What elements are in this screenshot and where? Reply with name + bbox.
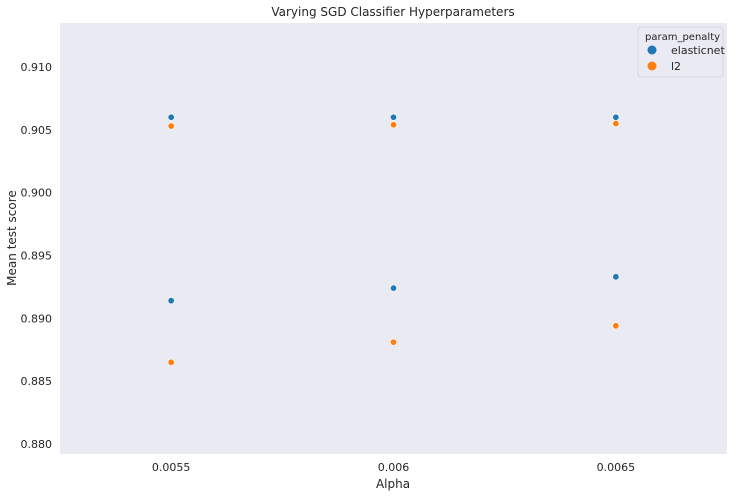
point-elasticnet — [389, 284, 397, 292]
point-l2 — [167, 122, 175, 130]
scatter-points — [167, 113, 620, 366]
legend-marker-l2 — [647, 61, 657, 71]
x-tick-label: 0.006 — [378, 461, 410, 474]
legend-label-l2: l2 — [671, 60, 681, 73]
x-tick-label: 0.0065 — [597, 461, 636, 474]
legend-title: param_penalty — [645, 32, 720, 43]
point-elasticnet — [389, 113, 397, 121]
point-elasticnet — [167, 113, 175, 121]
y-axis-label: Mean test score — [5, 190, 19, 286]
y-tick-label: 0.885 — [21, 375, 53, 388]
point-l2 — [612, 120, 620, 128]
x-tick-label: 0.0055 — [152, 461, 191, 474]
plot-area — [60, 23, 727, 454]
x-axis-label: Alpha — [376, 477, 410, 491]
point-l2 — [167, 358, 175, 366]
point-l2 — [612, 322, 620, 330]
y-axis-ticks: 0.880 0.885 0.890 0.895 0.900 0.905 0.910 — [21, 61, 53, 451]
x-axis-ticks: 0.0055 0.006 0.0065 — [152, 461, 635, 474]
point-l2 — [389, 121, 397, 129]
legend-box — [637, 26, 724, 78]
y-tick-label: 0.880 — [21, 438, 53, 451]
legend: param_penalty elasticnet l2 — [637, 26, 725, 78]
y-tick-label: 0.890 — [21, 312, 53, 325]
y-tick-label: 0.900 — [21, 187, 53, 200]
chart-title: Varying SGD Classifier Hyperparameters — [271, 5, 514, 19]
y-tick-label: 0.910 — [21, 61, 53, 74]
y-tick-label: 0.905 — [21, 124, 53, 137]
point-elasticnet — [612, 273, 620, 281]
point-l2 — [389, 338, 397, 346]
point-elasticnet — [167, 297, 175, 305]
point-elasticnet — [612, 113, 620, 121]
legend-marker-elasticnet — [647, 45, 657, 55]
legend-label-elasticnet: elasticnet — [671, 44, 725, 57]
y-tick-label: 0.895 — [21, 249, 53, 262]
